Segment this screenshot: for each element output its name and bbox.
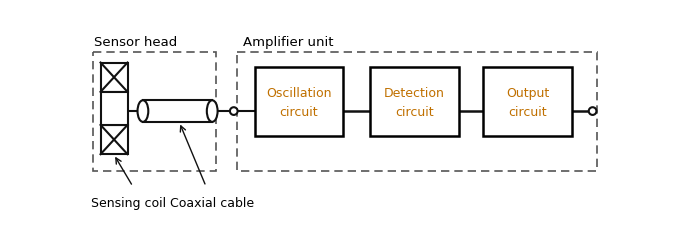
Bar xyxy=(101,63,128,92)
Text: Output
circuit: Output circuit xyxy=(506,87,549,119)
Bar xyxy=(254,67,343,136)
Text: Sensor head: Sensor head xyxy=(95,36,177,49)
Bar xyxy=(93,52,216,171)
Text: Sensing coil: Sensing coil xyxy=(90,196,166,210)
Bar xyxy=(370,67,458,136)
Bar xyxy=(101,125,128,154)
Circle shape xyxy=(589,107,596,115)
Text: Coaxial cable: Coaxial cable xyxy=(170,196,254,210)
Bar xyxy=(143,100,212,122)
Ellipse shape xyxy=(207,100,218,122)
Text: Oscillation
circuit: Oscillation circuit xyxy=(266,87,332,119)
Circle shape xyxy=(230,107,237,115)
Text: Amplifier unit: Amplifier unit xyxy=(243,36,333,49)
Ellipse shape xyxy=(137,100,148,122)
Bar xyxy=(483,67,572,136)
Bar xyxy=(101,92,128,125)
Text: Detection
circuit: Detection circuit xyxy=(384,87,445,119)
Bar xyxy=(237,52,597,171)
